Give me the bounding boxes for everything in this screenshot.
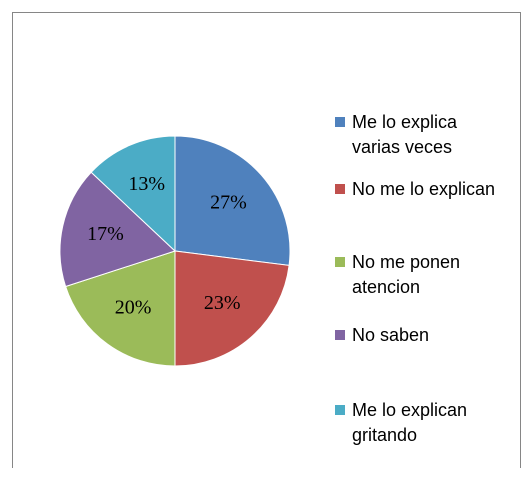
legend-entry: No me ponen atencion bbox=[335, 250, 505, 300]
value-label: 27% bbox=[210, 191, 247, 213]
legend-swatch bbox=[335, 184, 345, 194]
pie-slice bbox=[174, 135, 291, 266]
legend-swatch bbox=[335, 330, 345, 340]
legend-entry: No me lo explican bbox=[335, 177, 505, 202]
pie-slice bbox=[59, 171, 176, 288]
legend-swatch bbox=[335, 257, 345, 267]
pie-slice bbox=[174, 250, 290, 367]
value-label: 23% bbox=[204, 292, 241, 314]
legend-label: Me lo explican gritando bbox=[352, 400, 468, 445]
pie-slice bbox=[64, 250, 176, 367]
value-label: 13% bbox=[128, 173, 165, 195]
legend-entry: Me lo explican gritando bbox=[335, 398, 505, 448]
value-label: 20% bbox=[115, 296, 152, 318]
pie-slice bbox=[90, 135, 176, 253]
legend-swatch bbox=[335, 405, 345, 415]
value-label: 17% bbox=[87, 223, 124, 245]
legend-entry: No saben bbox=[335, 323, 505, 348]
legend-label: No me lo explican bbox=[352, 179, 496, 199]
legend-label: Me lo explica varias veces bbox=[352, 112, 458, 157]
legend-swatch bbox=[335, 117, 345, 127]
legend-label: No me ponen atencion bbox=[352, 252, 461, 297]
chart-frame bbox=[12, 12, 521, 468]
legend-entry: Me lo explica varias veces bbox=[335, 110, 505, 160]
legend-label: No saben bbox=[352, 325, 430, 345]
